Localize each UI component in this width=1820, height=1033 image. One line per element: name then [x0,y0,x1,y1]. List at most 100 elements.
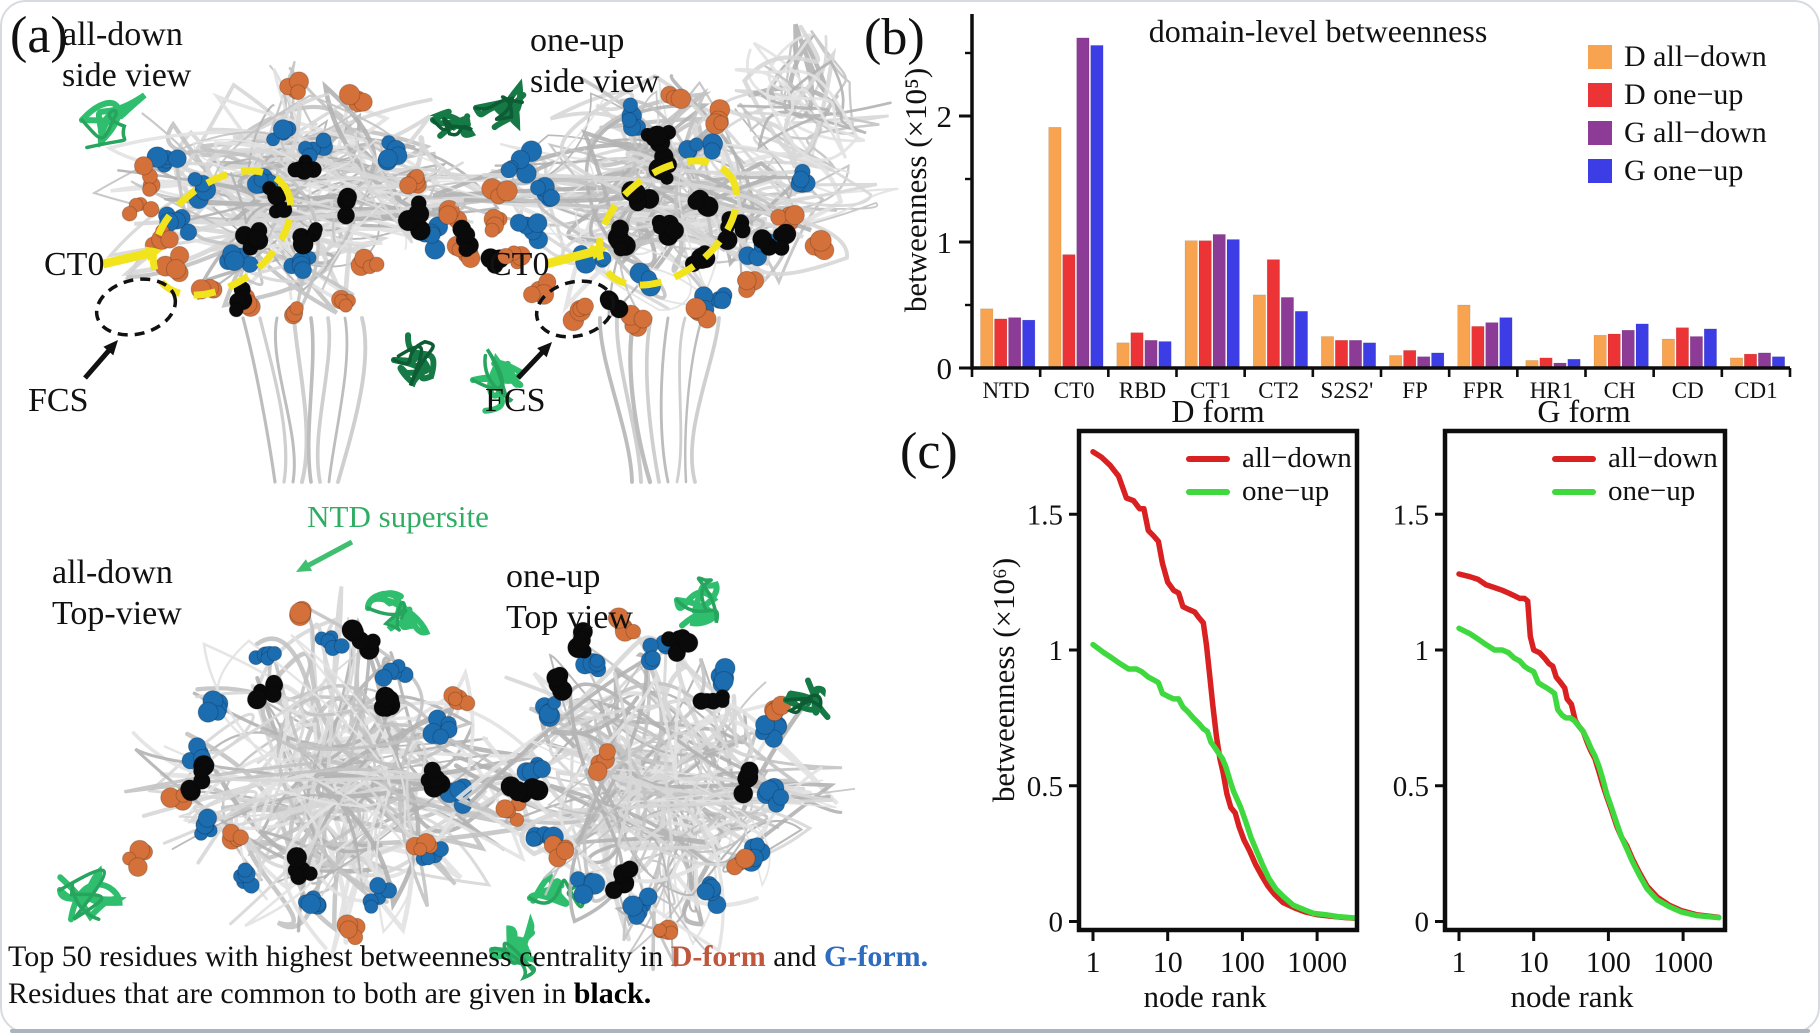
fcs-ellipse-right [534,279,616,339]
view-title-all-down-side: all-down side view [62,14,191,97]
legend-line-one-up [1552,488,1596,495]
bar [1661,338,1675,369]
legend-swatch-d-all-down [1588,45,1612,69]
svg-text:100: 100 [1586,946,1631,979]
line-chart-d-form: 0 0.5 1 1.5 1 10 100 1000 [1027,428,1360,979]
bottom-edge [10,1029,1810,1033]
figure-caption: Top 50 residues with highest betweenness… [8,938,988,1012]
panel-c-label: (c) [900,423,958,480]
bar [1321,336,1335,369]
g-form-title: G form [1537,393,1631,429]
bar [1198,240,1212,369]
view-title-line1: all-down [52,554,173,591]
bar-chart: 0 1 2 NTD CT0 RBD CT1 CT2 S2S2' FP FPR HR1 CH CD CD1 [937,14,1792,403]
fcs-label-left: FCS [28,382,89,419]
view-title-one-up-top: one-up Top view [506,556,633,639]
legend-item: D one−up [1588,76,1767,114]
bar [1621,329,1635,369]
svg-text:CT2: CT2 [1258,378,1299,403]
svg-text:CH: CH [1604,378,1636,403]
svg-text:1: 1 [1452,946,1467,979]
svg-text:10: 10 [1153,946,1183,979]
bar [1457,304,1471,369]
structure-all-down-top [57,586,586,959]
view-title-line2: Top view [506,599,633,637]
legend-item: all−down [1552,442,1718,475]
curve-0 [1090,449,1358,921]
bar [1389,355,1403,369]
svg-text:NTD: NTD [982,378,1029,403]
bar [1184,240,1198,369]
view-title-one-up-side: one-up side view [530,20,659,103]
bar-chart-title: domain-level betweenness [1148,13,1488,49]
view-title-line1: all-down [62,16,183,53]
panel-a-label: (a) [10,7,68,64]
legend-label: G all−down [1624,116,1767,149]
ct0-ellipse-right [595,157,741,289]
caption-black: black. [573,977,652,1011]
svg-text:2: 2 [937,99,953,134]
bar [1252,294,1266,369]
legend-item: G one−up [1588,152,1767,190]
bar-series-0 [980,127,1744,369]
bar [1022,319,1036,369]
caption-g-form: G-form. [824,940,929,973]
bar [1008,317,1022,369]
line-chart-ylabel: betweenness (×10⁶) [986,557,1022,803]
legend-label: one−up [1608,475,1696,507]
bar [1607,333,1621,369]
svg-text:1: 1 [937,225,953,260]
svg-text:CT0: CT0 [1054,378,1095,403]
bar-series-3 [1022,45,1786,369]
caption-line1-prefix: Top 50 residues with highest betweenness… [8,940,671,973]
svg-text:CD: CD [1672,378,1704,403]
bar [1349,339,1363,369]
bar [1485,322,1499,369]
svg-text:100: 100 [1220,946,1265,979]
view-title-line1: one-up [530,22,625,59]
svg-text:0: 0 [1415,907,1430,939]
bar [980,308,994,369]
svg-text:CT1: CT1 [1190,378,1231,403]
legend-swatch-g-all-down [1588,121,1612,145]
legend-label: D all−down [1624,40,1767,73]
legend-item: D all−down [1588,38,1767,76]
curve-1 [1090,641,1358,921]
svg-text:1: 1 [1415,635,1430,667]
bar [1090,45,1104,369]
bar-series-2 [1008,37,1772,369]
legend-swatch-g-one-up [1588,159,1612,183]
legend-line-all-down [1552,455,1596,462]
bar [1758,352,1772,369]
legend-label: all−down [1242,442,1352,474]
structure-one-up-side [429,23,899,485]
structure-annotations [83,157,741,572]
bar [1158,341,1172,369]
bar [1116,342,1130,369]
svg-text:1: 1 [1086,946,1101,979]
bar [1266,259,1280,369]
legend-line-all-down [1186,455,1230,462]
svg-text:RBD: RBD [1119,378,1166,403]
svg-text:1: 1 [1049,635,1064,667]
svg-text:CD1: CD1 [1734,378,1777,403]
svg-text:1.5: 1.5 [1393,499,1429,531]
fcs-arrow-left [83,340,118,380]
ntd-supersite-label: NTD supersite [307,499,489,534]
svg-text:10: 10 [1519,946,1549,979]
fcs-label-right: FCS [485,382,546,419]
ntd-arrow [296,539,354,572]
svg-text:0.5: 0.5 [1393,771,1429,803]
bar [1675,327,1689,369]
svg-text:0.5: 0.5 [1027,771,1063,803]
g-form-legend: all−down one−up [1552,442,1718,508]
node-rank-label-d: node rank [1143,979,1267,1014]
bar [1363,342,1377,369]
bar [1593,334,1607,369]
ct0-arrow-left [101,246,163,269]
legend-line-one-up [1186,488,1230,495]
bar [1212,234,1226,369]
caption-and: and [765,940,825,973]
